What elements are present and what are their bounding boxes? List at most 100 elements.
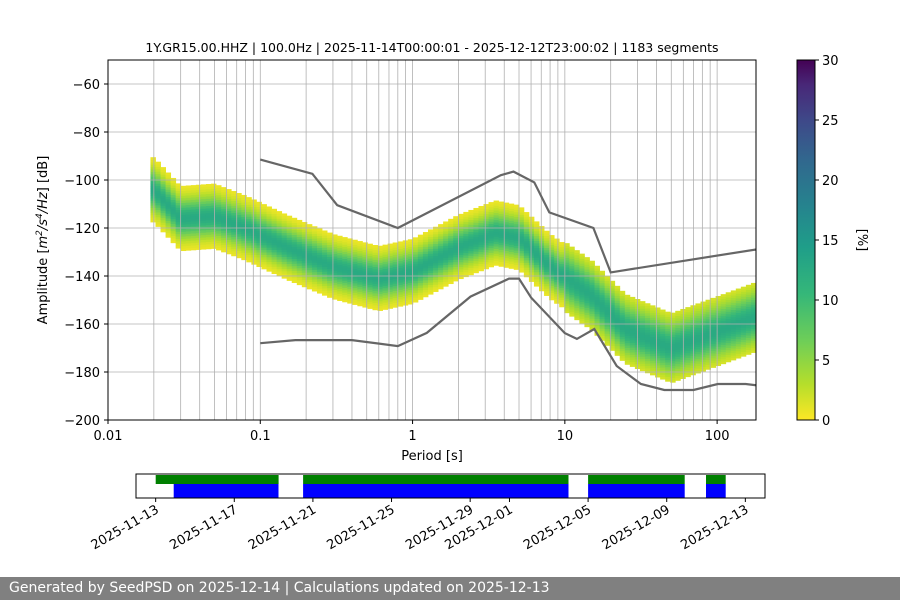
psd-cell [523, 231, 530, 235]
psd-cell [453, 259, 459, 263]
psd-cell [276, 237, 283, 241]
psd-cell [362, 302, 368, 306]
psd-cell [463, 216, 469, 220]
psd-cell [518, 236, 525, 239]
psd-cell [377, 296, 383, 299]
colorbar-label: [%] [854, 229, 869, 252]
psd-cell [720, 344, 727, 348]
psd-cell [337, 271, 343, 275]
psd-cell [503, 262, 510, 266]
y-tick-label: −180 [64, 366, 100, 381]
psd-cell [639, 308, 646, 312]
psd-cell [720, 298, 727, 302]
psd-cell [438, 260, 444, 263]
psd-cell [579, 311, 585, 315]
psd-cell [700, 359, 706, 362]
psd-cell [710, 302, 717, 306]
psd-cell [372, 307, 378, 311]
psd-cell [629, 330, 636, 334]
psd-cell [579, 256, 585, 259]
psd-cell [357, 272, 363, 276]
figure-svg: 1Y.GR15.00.HHZ | 100.0Hz | 2025-11-14T00… [35, 40, 869, 553]
psd-cell [564, 286, 570, 290]
psd-cell [357, 257, 363, 261]
psd-cell [433, 265, 439, 268]
psd-cell [352, 290, 358, 293]
psd-cell [629, 304, 636, 307]
psd-cell [286, 273, 293, 277]
psd-cell [579, 294, 585, 298]
psd-cell [241, 226, 247, 229]
psd-cell [231, 243, 237, 247]
psd-cell [685, 338, 691, 342]
psd-cell [311, 269, 318, 273]
psd-cell [236, 255, 242, 259]
psd-cell [544, 259, 550, 263]
psd-cell [286, 251, 293, 255]
psd-cell [347, 240, 353, 244]
psd-cell [544, 233, 550, 236]
psd-cell [700, 347, 706, 350]
psd-cell [604, 333, 611, 337]
psd-cell [306, 224, 313, 227]
psd-cell [443, 264, 449, 268]
psd-cell [296, 255, 303, 259]
psd-cell [639, 341, 646, 345]
psd-cell [226, 246, 232, 250]
psd-cell [715, 360, 722, 364]
psd-cell [468, 217, 474, 220]
psd-cell [332, 294, 338, 298]
psd-cell [236, 238, 242, 242]
psd-cell [518, 216, 525, 220]
psd-cell [629, 342, 636, 346]
psd-cell [286, 230, 293, 233]
psd-cell [276, 225, 283, 229]
psd-cell [231, 215, 237, 218]
psd-cell [473, 251, 479, 254]
psd-cell [493, 212, 500, 216]
psd-cell [281, 218, 288, 222]
psd-cell [619, 326, 626, 330]
psd-cell [569, 292, 575, 296]
psd-cell [503, 265, 510, 268]
psd-cell [690, 338, 696, 342]
psd-cell [740, 353, 747, 357]
psd-cell [301, 224, 308, 228]
psd-cell [750, 302, 756, 305]
psd-cell [160, 183, 166, 187]
psd-cell [624, 323, 631, 327]
psd-cell [644, 317, 651, 321]
psd-cell [569, 268, 575, 272]
psd-cell [639, 358, 646, 362]
psd-cell [564, 276, 570, 280]
psd-cell [730, 338, 737, 342]
psd-cell [256, 213, 262, 217]
psd-cell [261, 261, 267, 265]
psd-cell [725, 304, 732, 308]
psd-cell [539, 276, 545, 280]
psd-cell [614, 341, 621, 344]
psd-cell [281, 261, 288, 265]
psd-cell [523, 248, 530, 251]
psd-cell [357, 265, 363, 268]
psd-cell [695, 329, 701, 333]
psd-cell [518, 219, 525, 223]
psd-cell [554, 281, 560, 285]
psd-cell [609, 283, 616, 287]
psd-cell [564, 300, 570, 304]
psd-cell [508, 222, 515, 226]
psd-cell [518, 260, 525, 263]
psd-cell [619, 329, 626, 333]
psd-cell [735, 353, 742, 357]
psd-cell [463, 219, 469, 222]
psd-cell [155, 176, 161, 179]
psd-cell [392, 290, 399, 294]
psd-cell [493, 234, 500, 237]
psd-cell [579, 284, 585, 288]
psd-cell [392, 266, 399, 270]
psd-cell [306, 279, 313, 283]
psd-cell [276, 259, 283, 262]
psd-cell [246, 206, 252, 210]
psd-cell [387, 269, 394, 273]
psd-cell [231, 200, 237, 204]
